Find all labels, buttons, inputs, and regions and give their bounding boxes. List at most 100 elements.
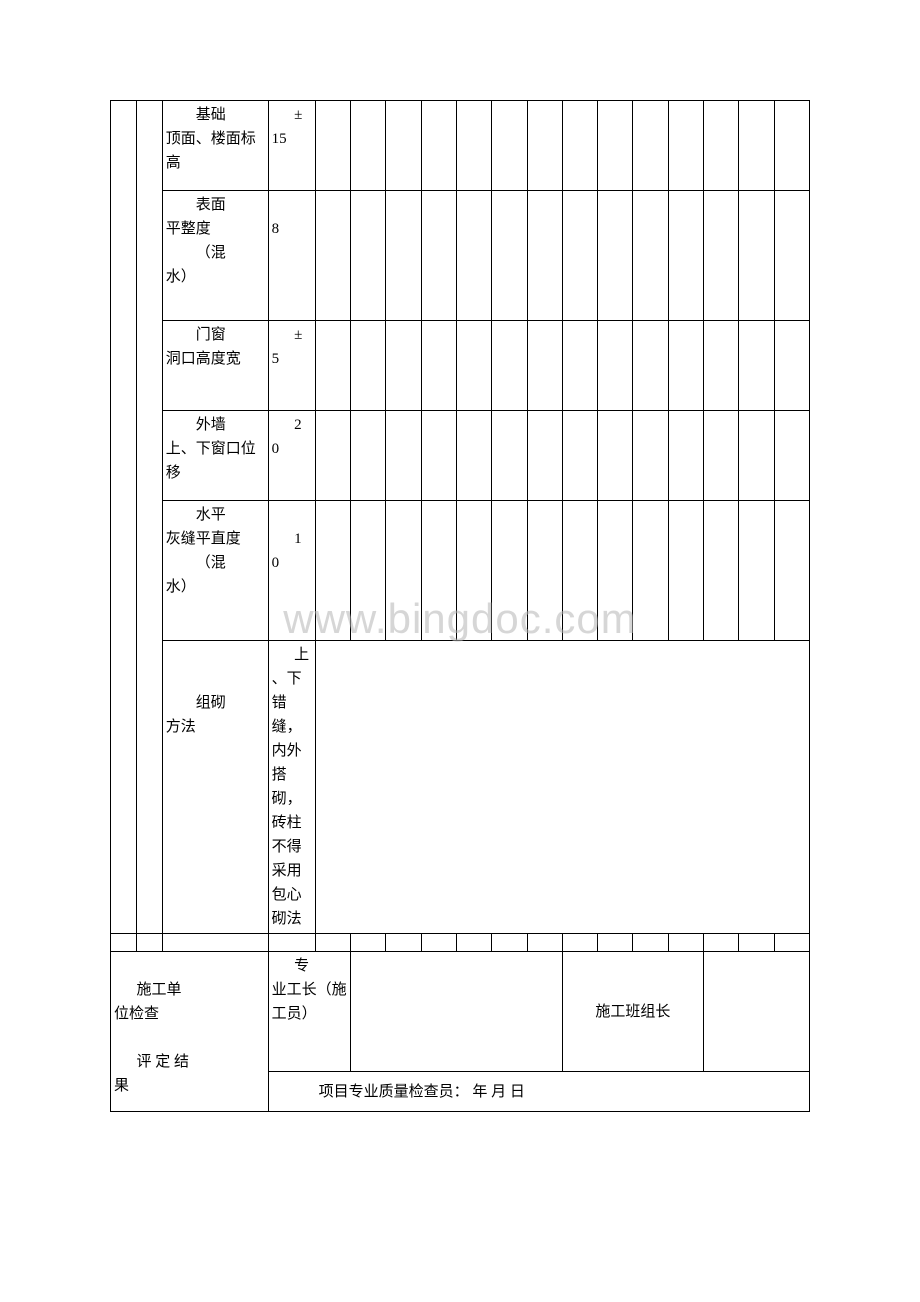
spacer-cell	[703, 934, 738, 952]
team-leader-value	[703, 952, 809, 1072]
data-cell	[456, 321, 491, 411]
spacer-cell	[111, 934, 137, 952]
item-value: 20	[268, 411, 315, 501]
data-cell	[527, 191, 562, 321]
data-cell	[562, 501, 597, 641]
data-cell	[668, 101, 703, 191]
data-cell	[774, 411, 809, 501]
data-cell	[562, 321, 597, 411]
foreman-label: 专业工长（施工员）	[268, 952, 350, 1072]
data-cell	[456, 501, 491, 641]
data-cell	[598, 501, 633, 641]
item-value: ±15	[268, 101, 315, 191]
item-label: 水平灰缝平直度（混水）	[162, 501, 268, 641]
data-cell	[633, 101, 668, 191]
data-cell	[421, 191, 456, 321]
method-value: 上、下错缝，内外搭砌，砖柱不得采用包心砌法	[268, 641, 315, 934]
group-col-2	[136, 101, 162, 934]
data-cell	[351, 411, 386, 501]
data-cell	[739, 101, 774, 191]
spacer-cell	[315, 934, 350, 952]
data-cell	[562, 191, 597, 321]
data-cell	[315, 321, 350, 411]
data-cell	[456, 191, 491, 321]
data-cell	[739, 321, 774, 411]
spacer-cell	[774, 934, 809, 952]
data-cell	[774, 501, 809, 641]
data-cell	[668, 411, 703, 501]
data-cell	[421, 411, 456, 501]
foreman-value	[351, 952, 563, 1072]
unit-check-result: 施工单位检查评 定 结果	[111, 952, 269, 1112]
group-col-1	[111, 101, 137, 934]
data-cell	[774, 191, 809, 321]
data-cell	[598, 191, 633, 321]
data-cell	[386, 321, 421, 411]
data-cell	[351, 321, 386, 411]
data-cell	[315, 411, 350, 501]
item-label: 门窗洞口高度宽	[162, 321, 268, 411]
spacer-cell	[268, 934, 315, 952]
data-cell	[668, 501, 703, 641]
spacer-cell	[739, 934, 774, 952]
data-cell	[386, 411, 421, 501]
spacer-cell	[162, 934, 268, 952]
spacer-cell	[386, 934, 421, 952]
data-cell	[703, 101, 738, 191]
data-cell	[351, 191, 386, 321]
data-cell	[668, 321, 703, 411]
spacer-cell	[668, 934, 703, 952]
data-cell	[633, 411, 668, 501]
spacer-cell	[492, 934, 527, 952]
data-cell	[492, 501, 527, 641]
data-cell	[703, 321, 738, 411]
data-cell	[633, 501, 668, 641]
inspector-sign: 项目专业质量检查员： 年 月 日	[268, 1072, 809, 1112]
data-cell	[492, 191, 527, 321]
inspection-table: 基础顶面、楼面标高±15表面平整度（混水）8门窗洞口高度宽±5外墙上、下窗口位移…	[110, 100, 810, 1112]
data-cell	[492, 101, 527, 191]
item-value: 10	[268, 501, 315, 641]
data-cell	[598, 411, 633, 501]
data-cell	[456, 101, 491, 191]
data-cell	[598, 321, 633, 411]
spacer-cell	[527, 934, 562, 952]
data-cell	[739, 501, 774, 641]
data-cell	[774, 321, 809, 411]
item-label: 外墙上、下窗口位移	[162, 411, 268, 501]
data-cell	[703, 501, 738, 641]
data-cell	[456, 411, 491, 501]
data-cell	[315, 101, 350, 191]
data-cell	[315, 501, 350, 641]
spacer-cell	[562, 934, 597, 952]
method-label: 组砌方法	[162, 641, 268, 934]
data-cell	[386, 101, 421, 191]
data-cell	[386, 501, 421, 641]
data-cell	[386, 191, 421, 321]
data-cell	[668, 191, 703, 321]
item-value: ±5	[268, 321, 315, 411]
item-value: 8	[268, 191, 315, 321]
data-cell	[527, 321, 562, 411]
spacer-cell	[456, 934, 491, 952]
data-cell	[562, 411, 597, 501]
data-cell	[598, 101, 633, 191]
data-cell	[421, 101, 456, 191]
data-cell	[351, 101, 386, 191]
data-cell	[315, 191, 350, 321]
data-cell	[774, 101, 809, 191]
spacer-cell	[598, 934, 633, 952]
data-cell	[492, 411, 527, 501]
spacer-cell	[633, 934, 668, 952]
data-cell	[527, 101, 562, 191]
data-cell	[703, 411, 738, 501]
data-cell	[421, 321, 456, 411]
data-cell	[739, 191, 774, 321]
spacer-cell	[421, 934, 456, 952]
data-cell	[703, 191, 738, 321]
data-cell	[351, 501, 386, 641]
spacer-cell	[351, 934, 386, 952]
data-cell	[739, 411, 774, 501]
data-cell	[492, 321, 527, 411]
data-cell	[421, 501, 456, 641]
